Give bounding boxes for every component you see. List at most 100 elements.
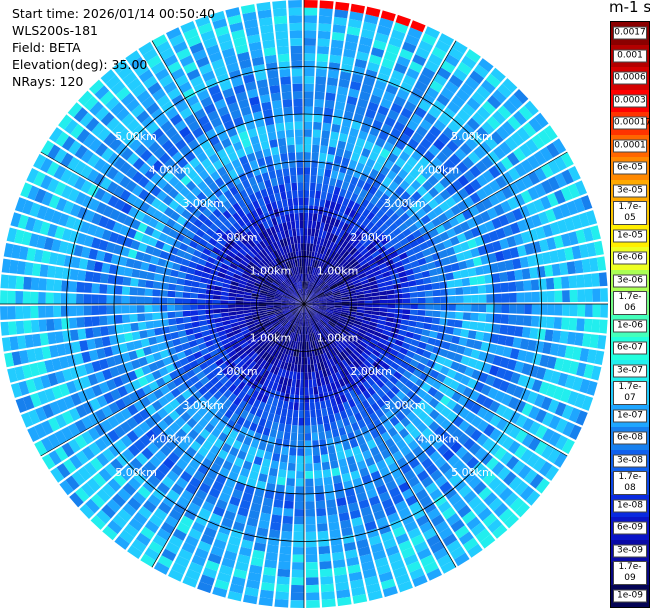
beta-cell [554, 402, 567, 417]
beta-cell [319, 561, 332, 570]
beta-cell [367, 276, 377, 283]
beta-cell [296, 455, 304, 464]
beta-cell [571, 214, 583, 230]
beta-cell [340, 410, 348, 420]
beta-cell [325, 277, 333, 284]
beta-cell [410, 534, 425, 547]
beta-cell [429, 353, 439, 362]
beta-cell [527, 171, 541, 185]
beta-cell [389, 250, 399, 259]
beta-cell [317, 309, 326, 314]
beta-cell [418, 40, 434, 53]
beta-cell [348, 18, 362, 29]
beta-cell [372, 304, 380, 308]
beta-cell [430, 324, 440, 332]
beta-cell [318, 545, 331, 555]
beta-cell [47, 265, 56, 278]
beta-cell [304, 357, 308, 365]
beta-cell [439, 481, 453, 494]
beta-cell [371, 383, 381, 393]
beta-cell [400, 445, 412, 457]
beta-cell [91, 305, 100, 316]
beta-cell [579, 378, 591, 394]
beta-cell [290, 340, 295, 348]
beta-cell [357, 256, 366, 264]
beta-cell [294, 121, 303, 130]
beta-cell [157, 555, 173, 569]
beta-cell [527, 255, 537, 267]
beta-cell [307, 228, 312, 236]
beta-cell [497, 334, 507, 346]
beta-cell [376, 564, 391, 576]
beta-cell [337, 403, 345, 413]
beta-cell [409, 292, 418, 298]
beta-cell [223, 399, 233, 409]
beta-cell [182, 310, 191, 317]
beta-cell [385, 480, 398, 491]
beta-cell [480, 534, 496, 549]
beta-cell [569, 424, 582, 440]
beta-cell [326, 437, 334, 447]
beta-cell [338, 317, 347, 323]
beta-cell [345, 549, 358, 559]
beta-cell [463, 347, 473, 357]
beta-cell [591, 319, 600, 333]
range-ring-label: 4.00km [149, 432, 191, 445]
beta-cell [423, 501, 437, 514]
beta-cell [325, 294, 334, 298]
beta-cell [437, 443, 450, 456]
beta-cell [504, 136, 518, 151]
beta-cell [149, 514, 164, 528]
beta-cell [458, 407, 470, 419]
beta-cell [423, 561, 439, 574]
beta-cell [590, 225, 601, 241]
beta-cell [328, 233, 335, 242]
beta-cell [355, 334, 364, 341]
beta-cell [463, 304, 472, 312]
beta-cell [316, 378, 322, 387]
beta-cell [205, 560, 220, 572]
beta-cell [424, 316, 433, 324]
colorbar-tick-label: 1e-07 [613, 409, 647, 423]
beta-cell [331, 339, 338, 347]
beta-cell [304, 38, 316, 46]
beta-cell [314, 314, 321, 320]
beta-cell [144, 520, 160, 534]
beta-cell [422, 393, 434, 404]
beta-cell [243, 298, 252, 302]
beta-cell [428, 187, 439, 198]
beta-cell [223, 510, 236, 521]
beta-cell [314, 340, 319, 348]
range-ring-label: 3.00km [384, 197, 426, 210]
beta-cell [391, 69, 405, 82]
beta-cell [295, 310, 300, 317]
beta-cell [250, 304, 259, 307]
beta-cell [314, 268, 320, 277]
beta-cell [300, 243, 304, 251]
beta-cell [311, 298, 319, 302]
beta-cell [300, 372, 304, 380]
range-ring-label: 5.00km [451, 130, 493, 143]
beta-cell [354, 241, 363, 250]
colorbar-tick-label: 6e-08 [613, 431, 647, 445]
beta-cell [334, 300, 342, 303]
beta-cell [379, 295, 388, 300]
beta-cell [412, 229, 422, 239]
beta-cell [339, 369, 346, 379]
beta-cell [514, 399, 527, 413]
beta-cell [301, 326, 303, 335]
beta-cell [242, 492, 253, 503]
beta-cell [252, 495, 263, 505]
beta-cell [312, 137, 321, 146]
beta-cell [480, 254, 490, 265]
beta-cell [507, 115, 522, 131]
range-ring-label: 5.00km [451, 466, 493, 479]
beta-cell [547, 192, 559, 207]
beta-cell [504, 259, 514, 271]
beta-cell [401, 287, 410, 293]
beta-cell [315, 401, 321, 410]
beta-cell [458, 260, 468, 270]
beta-cell [537, 328, 546, 341]
beta-cell [496, 367, 507, 379]
beta-cell [357, 214, 366, 224]
